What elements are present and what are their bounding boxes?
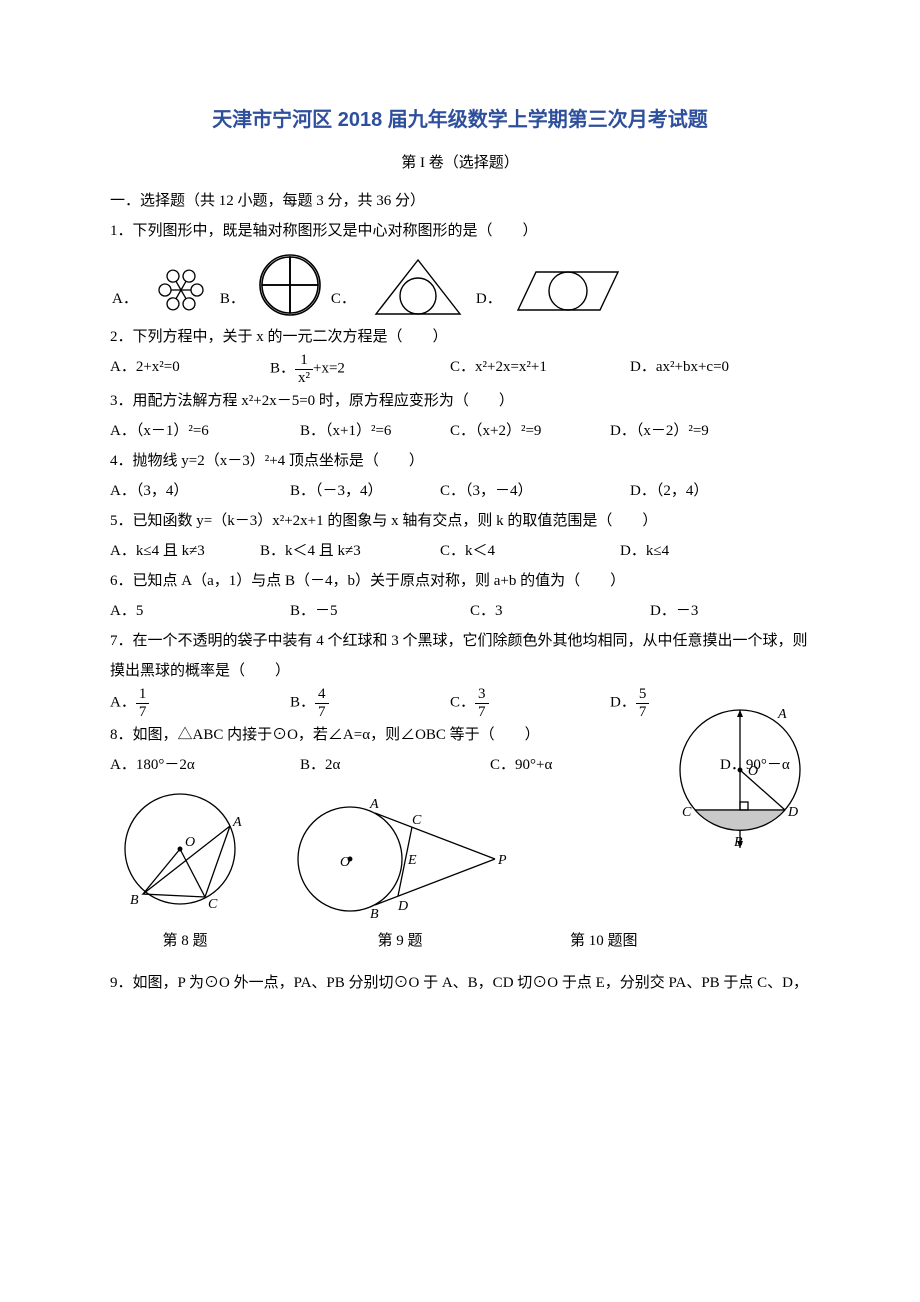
q6-stem: 6．已知点 A（a，1）与点 B（－4，b）关于原点对称，则 a+b 的值为（ … [110, 566, 810, 596]
fraction-icon: 37 [475, 686, 489, 720]
q1-stem: 1．下列图形中，既是轴对称图形又是中心对称图形的是（ ） [110, 216, 810, 246]
q1-opt-a-label: A． [112, 284, 138, 314]
q3-options: A．（x－1）²=6 B．（x+1）²=6 C．（x+2）²=9 D．（x－2）… [110, 416, 810, 446]
q8-figure-block: O A B C 第 8 题 [110, 784, 260, 956]
q7-stem: 7．在一个不透明的袋子中装有 4 个红球和 3 个黑球，它们除颜色外其他均相同，… [110, 626, 810, 686]
q6-opt-c: C．3 [470, 596, 650, 626]
q1-opt-c-label: C． [331, 284, 356, 314]
q4-stem: 4．抛物线 y=2（x－3）²+4 顶点坐标是（ ） [110, 446, 810, 476]
svg-text:C: C [208, 897, 218, 912]
q7-a-label: A． [110, 694, 136, 710]
q7-opt-c: C．37 [450, 686, 610, 720]
q4-opt-b: B．（－3，4） [290, 476, 440, 506]
frac-num: 4 [315, 686, 329, 704]
q9-stem: 9．如图，P 为⊙O 外一点，PA、PB 分别切⊙O 于 A、B，CD 切⊙O … [110, 968, 810, 998]
frac-num: 5 [636, 686, 650, 704]
svg-text:C: C [412, 813, 422, 828]
paper-part-label: 第 I 卷（选择题） [110, 148, 810, 178]
q7-opt-d: D．57 [610, 686, 649, 720]
q1-fig-d [514, 264, 624, 318]
frac-den: 7 [136, 704, 150, 721]
q1-opt-b-label: B． [220, 284, 245, 314]
q7-c-label: C． [450, 694, 475, 710]
svg-text:O: O [340, 855, 350, 870]
frac-num: 1 [295, 352, 313, 370]
q4-opt-a: A．（3，4） [110, 476, 290, 506]
q1-fig-c [368, 256, 468, 318]
q2-b-suffix: +x=2 [313, 360, 345, 376]
q2-opt-c: C．x²+2x=x²+1 [450, 352, 630, 386]
fraction-icon: 1x² [295, 352, 313, 386]
q8-opt-a: A．180°－2α [110, 750, 300, 780]
svg-text:E: E [407, 853, 417, 868]
q7-d-label: D． [610, 694, 636, 710]
q4-opt-d: D．（2，4） [630, 476, 708, 506]
q6-options: A．5 B．－5 C．3 D．－3 [110, 596, 810, 626]
q9-figure-block: O P A B C D E 第 9 题 [290, 784, 510, 956]
q3-stem: 3．用配方法解方程 x²+2x－5=0 时，原方程应变形为（ ） [110, 386, 810, 416]
svg-text:B: B [370, 907, 379, 922]
svg-text:C: C [682, 805, 692, 820]
page-title: 天津市宁河区 2018 届九年级数学上学期第三次月考试题 [110, 100, 810, 140]
q2-options: A．2+x²=0 B．1x²+x=2 C．x²+2x=x²+1 D．ax²+bx… [110, 352, 810, 386]
q7-opt-b: B．47 [290, 686, 450, 720]
q1-fig-b [257, 252, 323, 318]
q1-opt-d-label: D． [476, 284, 502, 314]
q5-stem: 5．已知函数 y=（k－3）x²+2x+1 的图象与 x 轴有交点，则 k 的取… [110, 506, 810, 536]
q2-b-prefix: B． [270, 360, 295, 376]
q5-opt-d: D．k≤4 [620, 536, 669, 566]
q8-opt-b: B．2α [300, 750, 490, 780]
q3-opt-d: D．（x－2）²=9 [610, 416, 709, 446]
frac-num: 1 [136, 686, 150, 704]
q9-figure: O P A B C D E [290, 784, 510, 924]
q5-opt-c: C．k＜4 [440, 536, 620, 566]
q3-opt-b: B．（x+1）²=6 [300, 416, 450, 446]
svg-text:A: A [232, 815, 242, 830]
q1-options-row: A． B． C． [110, 252, 810, 318]
q5-opt-a: A．k≤4 且 k≠3 [110, 536, 260, 566]
section-header: 一．选择题（共 12 小题，每题 3 分，共 36 分） [110, 186, 810, 216]
q7-opt-a: A．17 [110, 686, 290, 720]
q6-opt-d: D．－3 [650, 596, 698, 626]
svg-text:D: D [787, 805, 798, 820]
caption-10: 第 10 题图 [570, 926, 638, 956]
svg-text:O: O [748, 764, 758, 779]
q2-opt-a: A．2+x²=0 [110, 352, 270, 386]
frac-num: 3 [475, 686, 489, 704]
q2-opt-d: D．ax²+bx+c=0 [630, 352, 729, 386]
caption-8: 第 8 题 [110, 926, 260, 956]
svg-text:B: B [130, 893, 139, 908]
q3-opt-a: A．（x－1）²=6 [110, 416, 300, 446]
svg-text:A: A [369, 797, 379, 812]
q6-opt-b: B．－5 [290, 596, 470, 626]
svg-text:D: D [397, 899, 408, 914]
q6-opt-a: A．5 [110, 596, 290, 626]
q1-fig-a [150, 256, 212, 318]
frac-den: 7 [315, 704, 329, 721]
svg-text:P: P [497, 853, 507, 868]
fraction-icon: 17 [136, 686, 150, 720]
fraction-icon: 57 [636, 686, 650, 720]
frac-den: x² [295, 370, 313, 387]
svg-text:A: A [777, 707, 787, 722]
frac-den: 7 [475, 704, 489, 721]
q2-opt-b: B．1x²+x=2 [270, 352, 450, 386]
caption-9: 第 9 题 [290, 926, 510, 956]
q10-figure-block: O A C D B [660, 690, 820, 850]
q2-stem: 2．下列方程中，关于 x 的一元二次方程是（ ） [110, 322, 810, 352]
fraction-icon: 47 [315, 686, 329, 720]
q10-caption-block: 第 10 题图 [570, 924, 638, 956]
q10-figure: O A C D B [660, 690, 820, 850]
q5-opt-b: B．k＜4 且 k≠3 [260, 536, 440, 566]
q3-opt-c: C．（x+2）²=9 [450, 416, 610, 446]
q4-options: A．（3，4） B．（－3，4） C．（3，－4） D．（2，4） [110, 476, 810, 506]
q5-options: A．k≤4 且 k≠3 B．k＜4 且 k≠3 C．k＜4 D．k≤4 [110, 536, 810, 566]
frac-den: 7 [636, 704, 650, 721]
svg-text:O: O [185, 835, 195, 850]
q4-opt-c: C．（3，－4） [440, 476, 630, 506]
q8-figure: O A B C [110, 784, 260, 924]
q7-b-label: B． [290, 694, 315, 710]
